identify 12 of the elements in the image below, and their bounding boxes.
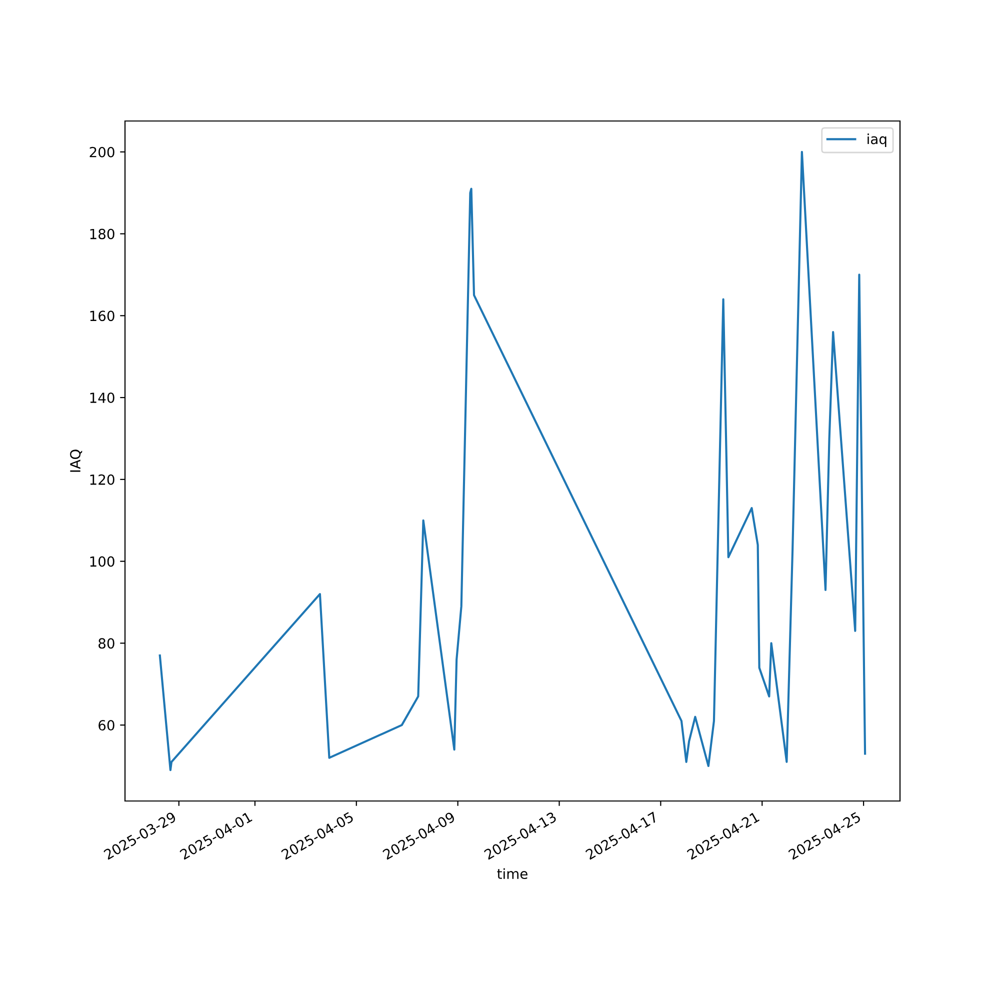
line-series (158, 150, 866, 772)
y-tick-label: 120 (90, 474, 114, 485)
y-axis-title: IAQ (70, 450, 82, 472)
legend-label: iaq (868, 134, 886, 147)
y-tick-label: 60 (98, 720, 114, 731)
y-tick-label: 180 (90, 228, 114, 240)
y-tick-label: 140 (90, 392, 114, 404)
y-tick-label: 80 (98, 638, 114, 649)
y-tick-label: 200 (90, 146, 114, 158)
y-tick-label: 160 (90, 310, 114, 322)
y-tick-label: 100 (90, 556, 114, 567)
x-axis-title: time (497, 868, 528, 880)
